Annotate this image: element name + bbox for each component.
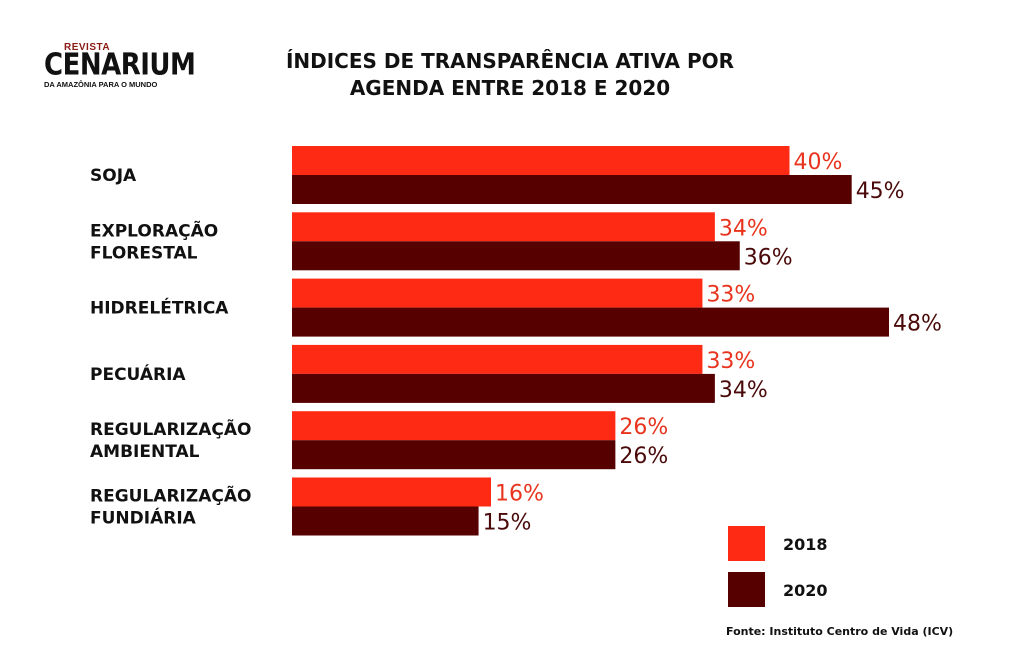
bar-2018-regularizacao-fundiaria bbox=[292, 477, 491, 507]
bar-2018-hidreletrica bbox=[292, 278, 703, 308]
value-label-2018-soja: 40% bbox=[794, 150, 843, 175]
category-label-soja: SOJA bbox=[90, 166, 137, 186]
value-label-2020-soja: 45% bbox=[856, 179, 905, 204]
category-label-regularizacao-ambiental: REGULARIZAÇÃO AMBIENTAL bbox=[90, 417, 251, 462]
source-note: Fonte: Instituto Centro de Vida (ICV) bbox=[726, 625, 954, 638]
bar-2020-exploracao-florestal bbox=[292, 241, 740, 271]
value-label-2018-regularizacao-ambiental: 26% bbox=[619, 415, 668, 440]
value-label-2018-pecuaria: 33% bbox=[706, 349, 755, 374]
bar-2020-pecuaria bbox=[292, 373, 715, 403]
logo-name: CENARIUM bbox=[44, 48, 196, 83]
category-label-pecuaria: PECUÁRIA bbox=[90, 363, 186, 385]
bar-2020-regularizacao-fundiaria bbox=[292, 506, 479, 536]
value-label-2020-hidreletrica: 48% bbox=[893, 312, 942, 337]
value-label-2020-exploracao-florestal: 36% bbox=[744, 245, 793, 270]
legend-label-2020: 2020 bbox=[783, 581, 828, 600]
legend-label-2018: 2018 bbox=[783, 535, 828, 554]
value-label-2018-regularizacao-fundiaria: 16% bbox=[495, 482, 544, 507]
bar-2020-regularizacao-ambiental bbox=[292, 440, 616, 470]
legend-item-2020: 2020 bbox=[728, 572, 878, 612]
bar-2020-soja bbox=[292, 175, 852, 204]
legend-swatch-2020 bbox=[728, 572, 765, 607]
value-label-2020-pecuaria: 34% bbox=[719, 378, 768, 403]
category-label-exploracao-florestal: EXPLORAÇÃO FLORESTAL bbox=[90, 218, 218, 263]
chart-title-line-2: AGENDA ENTRE 2018 E 2020 bbox=[349, 76, 671, 100]
logo-tagline: DA AMAZÔNIA PARA O MUNDO bbox=[44, 80, 158, 89]
category-label-hidreletrica: HIDRELÉTRICA bbox=[90, 297, 229, 319]
value-label-2018-hidreletrica: 33% bbox=[706, 283, 755, 308]
category-label-regularizacao-fundiaria: REGULARIZAÇÃO FUNDIÁRIA bbox=[90, 484, 251, 529]
logo-revista: REVISTA bbox=[64, 42, 111, 53]
bar-2018-regularizacao-ambiental bbox=[292, 411, 616, 441]
bar-2018-soja bbox=[292, 146, 790, 175]
chart-title: ÍNDICES DE TRANSPARÊNCIA ATIVA POR AGEND… bbox=[240, 48, 780, 102]
bar-2018-pecuaria bbox=[292, 344, 703, 374]
legend-swatch-2018 bbox=[728, 526, 765, 561]
value-label-2020-regularizacao-fundiaria: 15% bbox=[483, 511, 532, 536]
logo: REVISTA CENARIUM DA AMAZÔNIA PARA O MUND… bbox=[42, 42, 196, 92]
bar-2018-exploracao-florestal bbox=[292, 212, 715, 242]
chart-title-line-1: ÍNDICES DE TRANSPARÊNCIA ATIVA POR bbox=[285, 49, 735, 73]
bar-2020-hidreletrica bbox=[292, 307, 889, 337]
legend-item-2018: 2018 bbox=[728, 526, 878, 566]
value-label-2018-exploracao-florestal: 34% bbox=[719, 216, 768, 241]
value-label-2020-regularizacao-ambiental: 26% bbox=[619, 444, 668, 469]
